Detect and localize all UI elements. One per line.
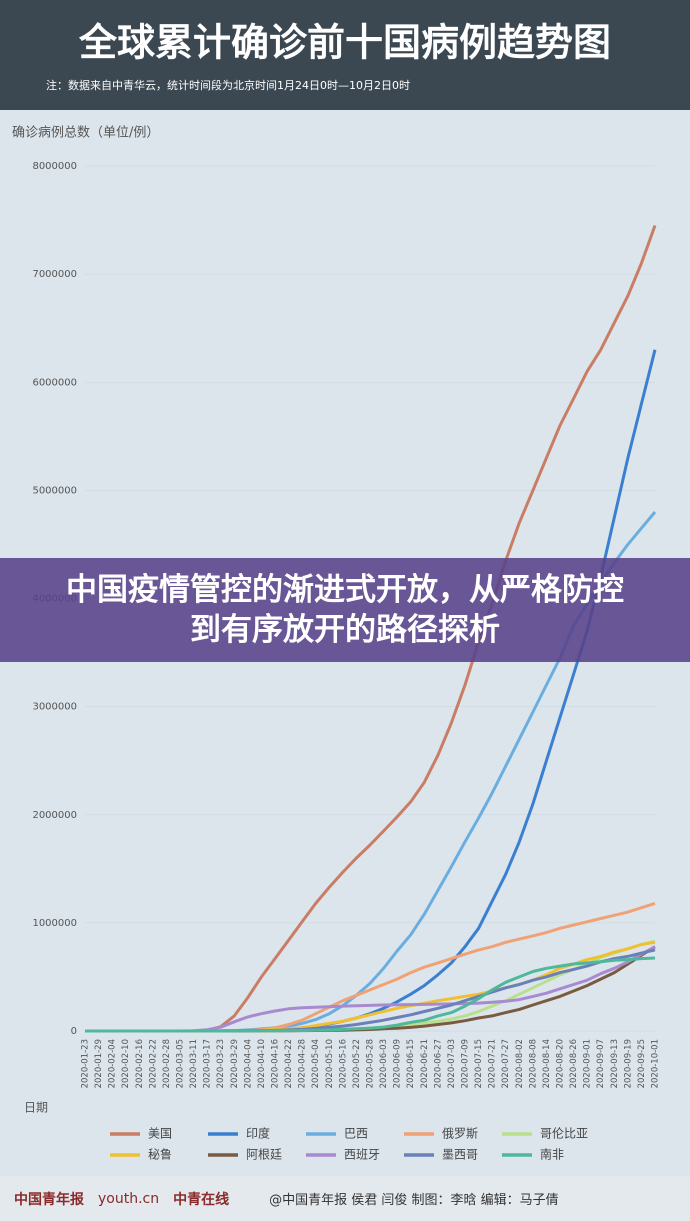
legend-label: 哥伦比亚 xyxy=(540,1126,588,1141)
credit: @中国青年报 侯君 闫俊 制图：李晗 编辑：马子倩 xyxy=(269,1193,559,1208)
chart: 全球累计确诊前十国病例趋势图 注：数据来自中青华云，统计时间段为北京时间1月24… xyxy=(0,0,690,1162)
y-tick-label: 2000000 xyxy=(32,810,77,821)
x-tick-label: 2020-07-21 xyxy=(488,1039,498,1088)
x-tick-label: 2020-03-11 xyxy=(189,1039,199,1088)
x-tick-label: 2020-04-28 xyxy=(298,1039,308,1088)
banner-title: 中国疫情管控的渐进式开放，从严格防控到有序放开的路径探析 xyxy=(66,572,624,648)
x-tick-label: 2020-06-15 xyxy=(406,1039,416,1088)
x-tick-label: 2020-07-03 xyxy=(447,1039,457,1088)
series-line xyxy=(85,956,656,1033)
x-tick-label: 2020-08-08 xyxy=(528,1039,538,1088)
x-tick-label: 2020-07-09 xyxy=(461,1039,471,1088)
x-tick-label: 2020-03-23 xyxy=(216,1039,226,1088)
x-tick-label: 2020-08-26 xyxy=(569,1039,579,1088)
x-tick-label: 2020-08-02 xyxy=(515,1039,525,1088)
legend-label: 巴西 xyxy=(344,1127,368,1141)
legend-label: 南非 xyxy=(540,1147,564,1162)
header-bg xyxy=(0,0,690,110)
y-tick-label: 6000000 xyxy=(32,377,77,388)
series-line xyxy=(85,901,656,1033)
x-tick-label: 2020-09-01 xyxy=(583,1039,593,1088)
logo: 中国青年报 xyxy=(14,1191,84,1208)
x-tick-label: 2020-08-14 xyxy=(542,1039,552,1088)
y-tick-label: 0 xyxy=(71,1026,77,1037)
x-tick-label: 2020-04-16 xyxy=(271,1039,281,1088)
x-tick-label: 2020-04-04 xyxy=(243,1039,253,1088)
x-tick-label: 2020-06-21 xyxy=(420,1039,430,1088)
y-tick-label: 1000000 xyxy=(32,918,77,929)
x-tick-label: 2020-06-27 xyxy=(433,1039,443,1088)
x-tick-label: 2020-06-09 xyxy=(393,1039,403,1088)
chart-title: 全球累计确诊前十国病例趋势图 xyxy=(78,21,611,65)
y-tick-label: 5000000 xyxy=(32,485,77,496)
x-tick-label: 2020-07-27 xyxy=(501,1039,511,1088)
x-tick-label: 2020-07-15 xyxy=(474,1039,484,1088)
x-tick-label: 2020-01-23 xyxy=(81,1039,91,1088)
x-tick-label: 2020-05-28 xyxy=(366,1039,376,1088)
x-tick-label: 2020-02-28 xyxy=(162,1039,172,1088)
series-line xyxy=(85,349,657,1033)
legend-label: 印度 xyxy=(246,1126,270,1141)
x-tick-label: 2020-04-22 xyxy=(284,1039,294,1088)
y-tick-label: 8000000 xyxy=(32,161,77,172)
x-tick-label: 2020-02-16 xyxy=(135,1039,145,1088)
x-axis-label: 日期 xyxy=(24,1101,48,1115)
x-tick-label: 2020-10-01 xyxy=(651,1039,661,1088)
legend-label: 阿根廷 xyxy=(246,1148,282,1162)
x-tick-label: 2020-05-10 xyxy=(325,1039,335,1088)
legend-label: 俄罗斯 xyxy=(442,1127,478,1141)
x-tick-label: 2020-08-20 xyxy=(556,1039,566,1088)
footer: 中国青年报 youth.cn 中青在线 @中国青年报 侯君 闫俊 制图：李晗 编… xyxy=(0,1176,690,1221)
logo: 中青在线 xyxy=(173,1191,230,1208)
x-tick-label: 2020-03-05 xyxy=(176,1039,186,1088)
y-tick-label: 3000000 xyxy=(32,702,77,713)
x-tick-label: 2020-09-07 xyxy=(596,1039,606,1088)
legend-label: 墨西哥 xyxy=(442,1148,478,1162)
x-tick-label: 2020-02-22 xyxy=(148,1039,158,1088)
x-tick-label: 2020-05-04 xyxy=(311,1039,321,1088)
y-axis-label: 确诊病例总数（单位/例） xyxy=(12,126,159,141)
chart-subtitle: 注：数据来自中青华云，统计时间段为北京时间1月24日0时—10月2日0时 xyxy=(46,78,410,92)
y-tick-label: 7000000 xyxy=(32,269,77,280)
x-tick-label: 2020-02-10 xyxy=(121,1039,131,1088)
x-tick-label: 2020-02-04 xyxy=(108,1039,118,1088)
x-tick-label: 2020-05-16 xyxy=(338,1039,348,1088)
legend-label: 西班牙 xyxy=(344,1148,380,1162)
x-tick-label: 2020-09-19 xyxy=(623,1039,633,1088)
x-tick-label: 2020-09-25 xyxy=(637,1039,647,1088)
legend-label: 秘鲁 xyxy=(148,1148,172,1162)
x-tick-label: 2020-06-03 xyxy=(379,1039,389,1088)
x-tick-label: 2020-05-22 xyxy=(352,1039,362,1088)
x-tick-label: 2020-09-13 xyxy=(610,1039,620,1088)
legend-label: 美国 xyxy=(148,1127,172,1141)
banner: 中国疫情管控的渐进式开放，从严格防控到有序放开的路径探析 xyxy=(0,558,690,662)
x-tick-label: 2020-03-17 xyxy=(203,1039,213,1088)
x-tick-label: 2020-04-10 xyxy=(257,1039,267,1088)
x-tick-label: 2020-01-29 xyxy=(94,1039,104,1088)
logo: youth.cn xyxy=(98,1190,160,1207)
x-tick-label: 2020-03-29 xyxy=(230,1039,240,1088)
